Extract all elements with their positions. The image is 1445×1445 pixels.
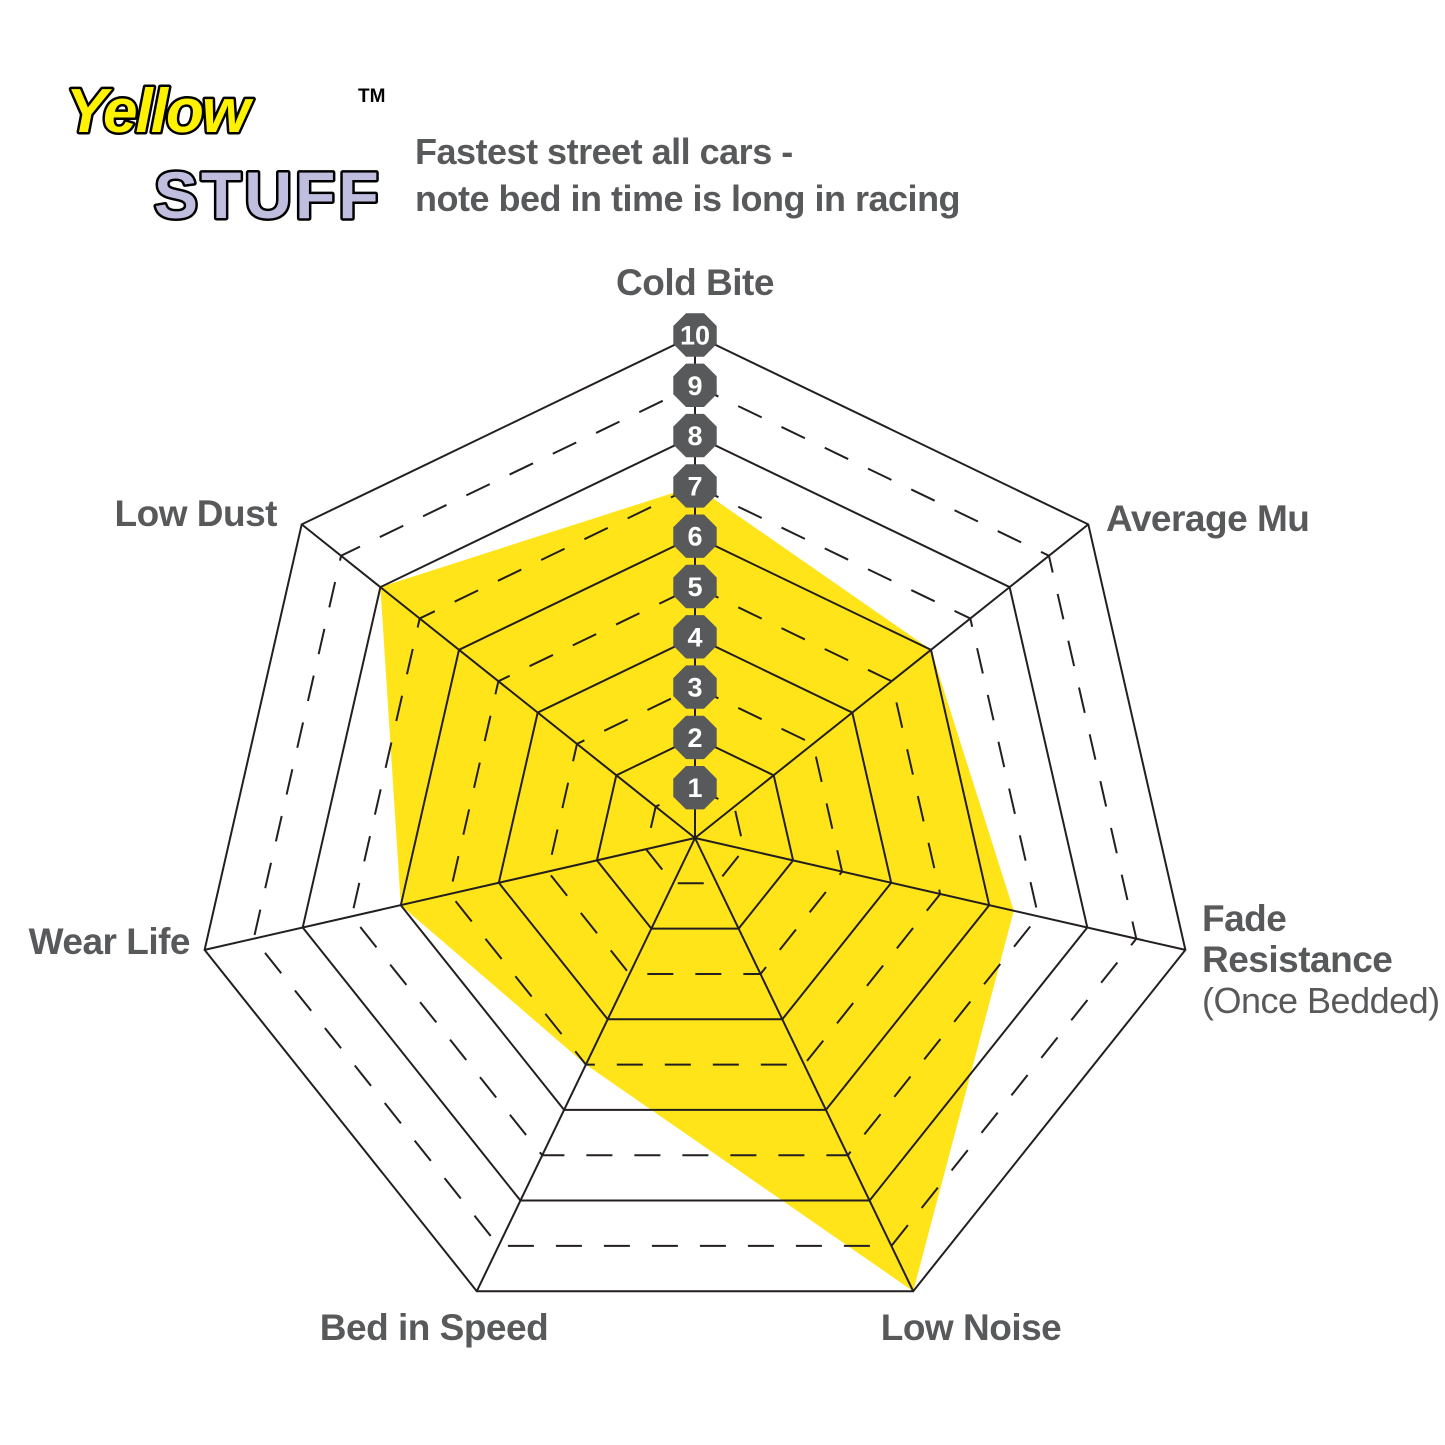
ring-10 [203,333,1187,1293]
spoke-bed-in-speed [475,837,696,1292]
axis-label-text: Wear Life [29,921,190,962]
scale-marker-7: 7 [673,464,717,508]
scale-marker-value: 3 [687,673,702,703]
scale-marker-4: 4 [673,615,717,659]
ring-4 [497,635,893,1021]
spoke-low-dust [301,523,696,839]
scale-marker-octagon [673,766,717,810]
scale-marker-octagon [673,564,717,609]
ring-7 [350,484,1040,1157]
scale-marker-value: 8 [687,421,702,451]
axis-label-text: Bed in Speed [320,1307,548,1348]
scale-marker-octagon [673,665,717,709]
radar-rings [203,333,1187,1293]
scale-marker-8: 8 [673,413,717,458]
scale-marker-5: 5 [673,564,717,609]
ring-8 [301,434,1089,1202]
axis-label-low-dust: Low Dust [115,493,278,534]
spoke-average-mu [694,523,1089,839]
scale-marker-value: 5 [687,572,702,602]
scale-marker-value: 7 [687,471,702,501]
ring-2 [595,736,795,930]
axis-label-text: Low Noise [881,1307,1062,1348]
scale-marker-9: 9 [673,363,717,407]
axis-sublabel-text: (Once Bedded) [1202,980,1440,1021]
ring-5 [448,585,942,1066]
axis-label-cold-bite: Cold Bite [616,262,774,303]
scale-marker-value: 10 [680,321,710,351]
axis-label-low-noise: Low Noise [881,1307,1062,1348]
axis-label-text: Cold Bite [616,262,774,303]
axis-label-bed-in-speed: Bed in Speed [320,1307,549,1348]
scale-marker-octagon [673,413,717,458]
scale-marker-octagon [673,715,717,760]
axis-label-text: Low Dust [115,493,278,534]
logo-word-yellow: Yellow [66,77,254,146]
ring-6 [399,535,991,1111]
scale-marker-value: 6 [687,522,702,552]
series-fill-yellowstuff [380,485,1014,1292]
chart-title-line-1: Fastest street all cars - [415,131,793,172]
scale-marker-6: 6 [673,514,717,558]
scale-markers: 10 9 8 7 6 5 4 3 2 1 [673,313,717,810]
ring-1 [644,786,746,885]
spoke-fade [694,837,1186,951]
scale-marker-3: 3 [673,665,717,709]
axis-label-text: Resistance [1202,939,1392,980]
scale-marker-10: 10 [673,313,717,357]
spoke-wear-life [204,837,696,951]
scale-marker-octagon [673,313,717,357]
axis-label-text: Average Mu [1106,498,1309,539]
axis-label-text: Fade [1202,898,1286,939]
scale-marker-octagon [673,363,717,407]
scale-marker-value: 4 [687,622,702,652]
scale-marker-value: 9 [687,371,702,401]
scale-marker-2: 2 [673,715,717,760]
yellowstuff-logo: Yellow STUFF TM [64,75,386,235]
chart-title: Fastest street all cars - note bed in ti… [415,128,961,222]
scale-marker-octagon [673,615,717,659]
ring-3 [546,685,844,975]
chart-title-line-2: note bed in time is long in racing [415,178,961,219]
scale-marker-octagon [673,514,717,558]
trademark-symbol: TM [358,86,385,107]
spoke-low-noise [694,837,915,1292]
axis-label-average-mu: Average Mu [1106,498,1310,539]
scale-marker-value: 1 [687,773,702,803]
logo-word-stuff: STUFF [154,158,382,232]
scale-marker-octagon [673,464,717,508]
scale-marker-1: 1 [673,766,717,810]
axis-label-wear-life: Wear Life [29,921,191,962]
scale-marker-value: 2 [687,723,702,753]
